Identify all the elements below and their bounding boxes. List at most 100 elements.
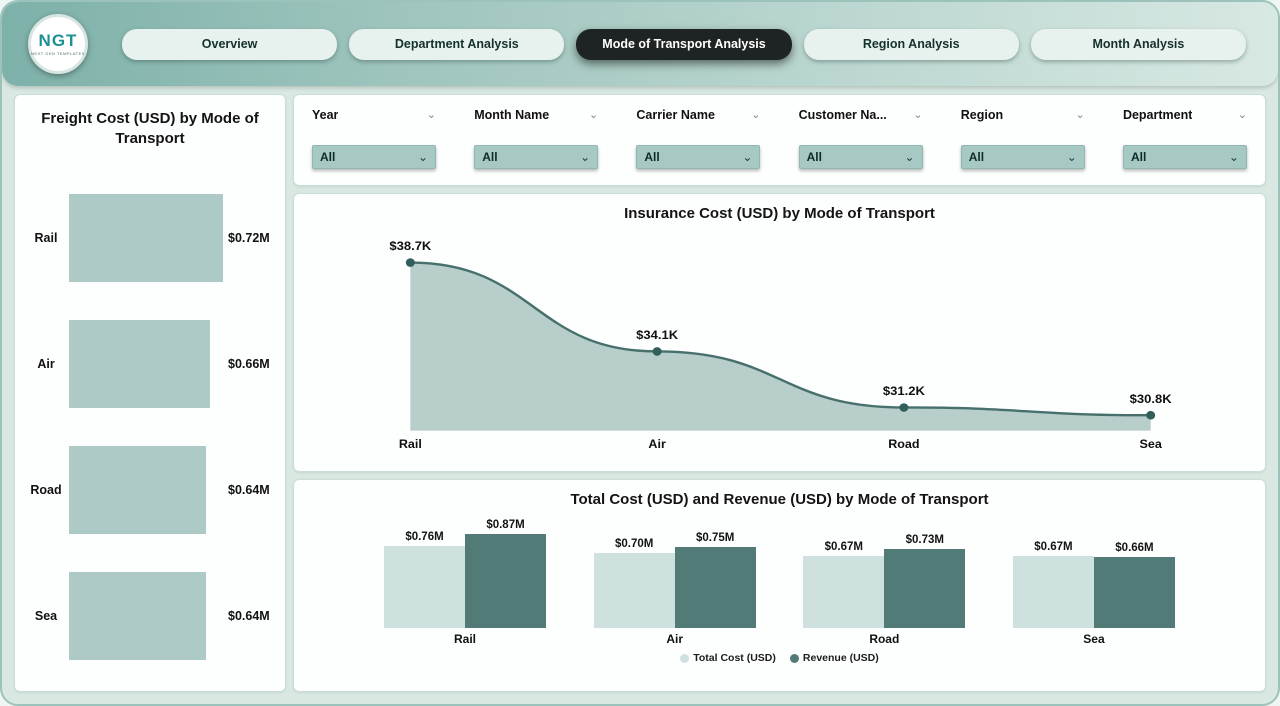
bar-column: $0.73M: [884, 534, 966, 629]
bar-value-label: $0.72M: [228, 231, 270, 246]
bar-total-cost-usd-sea[interactable]: [1012, 555, 1094, 629]
bar-pair: $0.67M $0.73M: [803, 534, 966, 629]
filter-region-dropdown[interactable]: All ⌄: [960, 145, 1085, 169]
bar-sea[interactable]: [69, 572, 206, 661]
chevron-down-icon: ⌄: [742, 150, 753, 164]
bar-value-label: $0.67M: [824, 540, 863, 553]
x-axis-label: Air: [648, 437, 666, 451]
point-value-label: $31.2K: [883, 384, 926, 399]
category-label: Air: [37, 357, 55, 372]
tab-region-analysis[interactable]: Region Analysis: [803, 28, 1019, 60]
bar-column: $0.66M: [1093, 541, 1175, 629]
data-point-sea[interactable]: [1146, 411, 1156, 420]
legend-dot: [789, 653, 799, 663]
point-value-label: $38.7K: [389, 239, 432, 254]
filter-value: All: [806, 150, 822, 164]
bar-revenue-usd-air[interactable]: [674, 547, 756, 629]
tab-mode-of-transport-analysis[interactable]: Mode of Transport Analysis: [576, 28, 792, 60]
filter-value: All: [644, 150, 660, 164]
bar-road[interactable]: [69, 446, 206, 535]
bar-column: $0.70M: [593, 537, 675, 629]
point-value-label: $30.8K: [1130, 391, 1173, 406]
x-axis-label: Road: [888, 437, 919, 451]
point-value-label: $34.1K: [636, 328, 679, 343]
filter-value: All: [320, 150, 336, 164]
bar-value-label: $0.75M: [695, 532, 735, 545]
chevron-down-icon[interactable]: ⌄: [426, 108, 436, 121]
header: NGT NEXT GEN TEMPLATES Overview Departmen…: [2, 2, 1278, 86]
bar-pair: $0.76M $0.87M: [384, 519, 546, 629]
chevron-down-icon[interactable]: ⌄: [1237, 108, 1247, 121]
filter-month-name-dropdown[interactable]: All ⌄: [474, 145, 599, 169]
chevron-down-icon[interactable]: ⌄: [751, 108, 761, 121]
bar-revenue-usd-rail[interactable]: [465, 534, 546, 629]
bar-value-label: $0.64M: [228, 483, 270, 498]
filter-year: Year ⌄ All ⌄: [312, 105, 436, 175]
filter-label: Customer Na...: [798, 108, 887, 122]
bar-group-road: $0.67M $0.73M Road: [803, 534, 966, 646]
tab-month-analysis[interactable]: Month Analysis: [1030, 28, 1247, 60]
filter-carrier-name: Carrier Name ⌄ All ⌄: [636, 105, 761, 175]
filter-header: Carrier Name ⌄: [636, 108, 760, 122]
bar-air[interactable]: [69, 320, 211, 409]
filter-year-dropdown[interactable]: All ⌄: [312, 145, 436, 169]
filters-card: Year ⌄ All ⌄ Month Name ⌄ All ⌄ Carrier Name ⌄ All…: [293, 94, 1266, 186]
data-point-rail[interactable]: [405, 258, 415, 268]
legend-item-revenue-usd: Revenue (USD): [789, 652, 879, 664]
legend-label: Total Cost (USD): [693, 652, 776, 665]
bar-value-label: $0.70M: [614, 537, 654, 550]
filter-department-dropdown[interactable]: All ⌄: [1122, 145, 1247, 169]
bar-value-label: $0.64M: [228, 609, 270, 624]
insurance-chart-title: Insurance Cost (USD) by Mode of Transpor…: [624, 205, 935, 222]
bar-track: [69, 320, 223, 409]
data-point-road[interactable]: [899, 403, 909, 413]
chevron-down-icon[interactable]: ⌄: [1075, 108, 1085, 121]
tab-overview[interactable]: Overview: [122, 28, 338, 60]
filter-customer-na: Customer Na... ⌄ All ⌄: [798, 105, 923, 175]
filter-header: Customer Na... ⌄: [799, 108, 923, 122]
bar-rail[interactable]: [69, 194, 223, 283]
bar-value-label: $0.66M: [1115, 541, 1154, 554]
bar-revenue-usd-sea[interactable]: [1093, 556, 1175, 629]
bar-track: [69, 446, 223, 535]
chevron-down-icon[interactable]: ⌄: [913, 108, 923, 121]
filter-label: Department: [1122, 108, 1193, 122]
logo-text: NGT: [38, 31, 78, 50]
filter-header: Month Name ⌄: [474, 108, 598, 122]
bar-total-cost-usd-rail[interactable]: [384, 546, 465, 629]
freight-bar-row-rail: Rail $0.72M: [23, 176, 277, 302]
bar-pair: $0.70M $0.75M: [593, 532, 756, 629]
filter-label: Region: [960, 108, 1004, 122]
x-axis-label: Rail: [399, 437, 422, 451]
logo: NGT NEXT GEN TEMPLATES: [28, 14, 88, 74]
cost-revenue-groups: $0.76M $0.87M Rail $0.70M $0.75M Air $0.67M $0.…: [298, 512, 1261, 646]
bar-column: $0.87M: [465, 519, 546, 629]
freight-bar-row-sea: Sea $0.64M: [23, 553, 277, 679]
bar-total-cost-usd-air[interactable]: [593, 552, 675, 629]
bar-value-label: $0.73M: [905, 534, 944, 547]
bar-revenue-usd-road[interactable]: [884, 549, 966, 629]
tab-department-analysis[interactable]: Department Analysis: [349, 28, 565, 60]
filter-region: Region ⌄ All ⌄: [960, 105, 1085, 175]
filter-carrier-name-dropdown[interactable]: All ⌄: [636, 145, 761, 169]
data-point-air[interactable]: [652, 347, 662, 356]
bar-value-label: $0.67M: [1034, 540, 1073, 553]
bar-track: [69, 194, 223, 283]
bar-pair: $0.67M $0.66M: [1012, 540, 1175, 629]
chevron-down-icon: ⌄: [580, 150, 591, 164]
chevron-down-icon: ⌄: [904, 150, 915, 164]
filter-header: Region ⌄: [961, 108, 1085, 122]
filter-customer-na-dropdown[interactable]: All ⌄: [798, 145, 923, 169]
category-label: Sea: [1083, 632, 1105, 647]
bar-column: $0.67M: [803, 540, 885, 629]
trend-line: [410, 261, 1151, 417]
chevron-down-icon[interactable]: ⌄: [588, 108, 599, 121]
bar-value-label: $0.66M: [228, 357, 270, 372]
category-label: Sea: [34, 609, 58, 624]
filter-value: All: [1130, 150, 1147, 164]
bar-total-cost-usd-road[interactable]: [803, 555, 885, 629]
filter-label: Carrier Name: [636, 108, 715, 122]
area-fill: [410, 262, 1151, 431]
filters: Year ⌄ All ⌄ Month Name ⌄ All ⌄ Carrier Name ⌄ All…: [312, 105, 1247, 175]
